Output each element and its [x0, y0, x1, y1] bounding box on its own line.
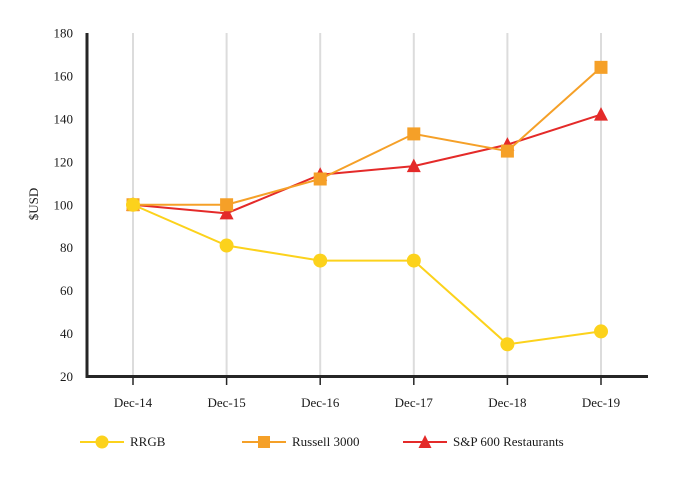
data-point-rrgb [219, 238, 234, 253]
x-axis-label: Dec-19 [582, 395, 620, 410]
data-point-rrgb [594, 324, 608, 339]
legend-item-russell-3000: Russell 3000 [242, 434, 360, 450]
y-tick-label: 20 [60, 369, 73, 384]
legend-item-s-p-600-restaurants: S&P 600 Restaurants [403, 434, 564, 450]
x-axis-label: Dec-18 [488, 395, 526, 410]
data-point-s-p-600-restaurants [219, 205, 234, 220]
series-line-russell-3000 [133, 66, 602, 206]
legend-label: Russell 3000 [292, 434, 360, 449]
x-axis-label: Dec-17 [395, 395, 434, 410]
russell-3000-marker-icon [242, 436, 286, 448]
series-line-s-p-600-restaurants [132, 113, 602, 215]
y-tick-label: 140 [54, 111, 74, 126]
square-glyph [258, 436, 270, 448]
data-point-russell-3000 [220, 198, 234, 212]
y-tick-label: 60 [60, 283, 73, 298]
y-tick-label: 100 [54, 197, 74, 212]
y-axis-title: $USD [26, 187, 41, 221]
series-rrgb [126, 197, 608, 352]
data-point-rrgb [126, 197, 140, 212]
data-point-rrgb [500, 337, 515, 352]
legend-label: RRGB [130, 434, 166, 449]
rrgb-marker-icon [80, 435, 124, 449]
data-point-rrgb [406, 253, 421, 268]
y-tick-label: 180 [54, 26, 74, 41]
triangle-glyph [418, 435, 432, 448]
x-axis-label: Dec-14 [114, 395, 153, 410]
data-point-russell-3000 [407, 127, 421, 141]
legend-label: S&P 600 Restaurants [453, 434, 564, 449]
y-tick-label: 40 [60, 326, 73, 341]
data-point-russell-3000 [313, 172, 327, 186]
legend-item-rrgb: RRGB [80, 434, 165, 450]
y-tick-label: 80 [60, 240, 73, 255]
x-axis-label: Dec-16 [301, 395, 340, 410]
data-point-rrgb [313, 253, 328, 268]
data-point-russell-3000 [594, 60, 608, 74]
circle-glyph [95, 435, 109, 449]
y-tick-label: 160 [54, 68, 74, 83]
data-point-s-p-600-restaurants [406, 158, 421, 173]
data-point-russell-3000 [500, 144, 514, 158]
series-line-rrgb [132, 203, 602, 346]
x-axis-label: Dec-15 [207, 395, 245, 410]
s-p-600-restaurants-marker-icon [403, 435, 447, 448]
data-point-s-p-600-restaurants [594, 107, 608, 121]
y-tick-label: 120 [54, 154, 74, 169]
series-s-p-600-restaurants [126, 107, 608, 220]
